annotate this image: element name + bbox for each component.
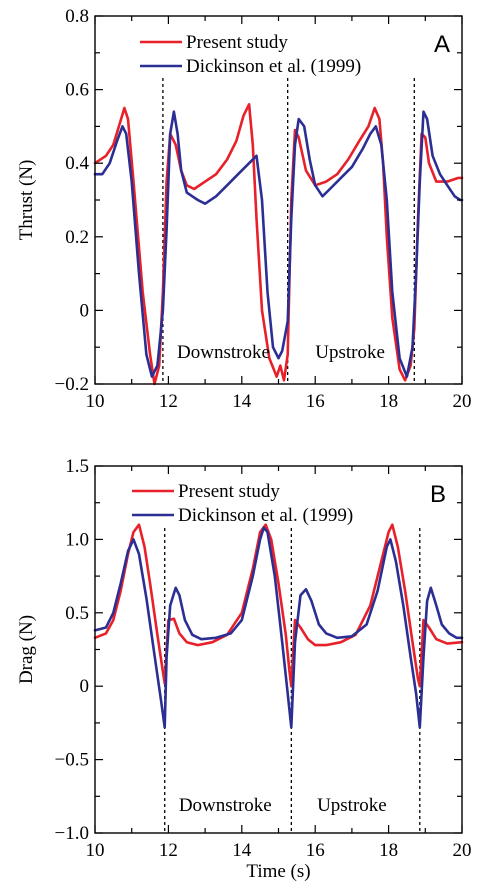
y-tick-label-a: 0.6 xyxy=(65,80,89,101)
annotation-b-0: Downstroke xyxy=(179,795,272,816)
annotation-a-1: Upstroke xyxy=(315,342,385,363)
dickinson-line-b xyxy=(93,526,464,729)
y-axis-label-a: Thrust (N) xyxy=(16,160,37,241)
legend-label-b-1: Dickinson et al. (1999) xyxy=(178,505,353,526)
x-tick-label-a: 14 xyxy=(232,391,252,412)
y-tick-label-b: 1.5 xyxy=(65,456,89,477)
y-tick-label-a: 0.4 xyxy=(65,153,89,174)
x-tick-label-b: 20 xyxy=(453,840,472,861)
panel-letter-b: B xyxy=(430,481,446,508)
x-axis-label-b: Time (s) xyxy=(246,861,310,882)
annotation-a-0: Downstroke xyxy=(177,342,270,363)
y-tick-label-b: 0.5 xyxy=(65,603,89,624)
y-tick-label-a: −0.2 xyxy=(55,374,89,395)
y-tick-label-a: 0 xyxy=(80,300,90,321)
annotation-b-1: Upstroke xyxy=(317,795,387,816)
chart-panel-a: 10 12 14 16 18 20 −0.2 0 0.2 0.4 0.6 0.8 Thrust (N) P… xyxy=(16,6,472,412)
x-tick-label-b: 12 xyxy=(159,840,178,861)
x-tick-label-a: 10 xyxy=(86,391,105,412)
legend-label-b-0: Present study xyxy=(178,481,280,502)
x-tick-label-b: 14 xyxy=(232,840,252,861)
y-axis-label-b: Drag (N) xyxy=(16,615,37,684)
y-tick-label-b: 1.0 xyxy=(65,529,89,550)
x-tick-label-a: 20 xyxy=(453,391,472,412)
x-tick-label-a: 18 xyxy=(379,391,398,412)
x-tick-label-a: 12 xyxy=(159,391,178,412)
x-tick-label-b: 18 xyxy=(379,840,398,861)
x-tick-label-b: 16 xyxy=(306,840,325,861)
legend-label-a-0: Present study xyxy=(186,32,288,53)
x-tick-label-a: 16 xyxy=(306,391,325,412)
present-study-line-a xyxy=(93,103,464,386)
y-tick-label-a: 0.8 xyxy=(65,6,89,27)
dickinson-line-a xyxy=(93,110,464,378)
y-tick-label-b: −1.0 xyxy=(55,823,89,844)
present-study-line-b xyxy=(93,523,464,688)
chart-panel-b: 10 12 14 16 18 20 −1.0 −0.5 0 0.5 1.0 1.5 Drag (N) Ti… xyxy=(16,456,472,882)
y-tick-label-b: 0 xyxy=(80,676,90,697)
y-tick-label-b: −0.5 xyxy=(55,750,89,771)
legend-label-a-1: Dickinson et al. (1999) xyxy=(186,56,361,77)
panel-letter-a: A xyxy=(434,31,450,58)
y-tick-label-a: 0.2 xyxy=(65,227,89,248)
x-tick-label-b: 10 xyxy=(86,840,105,861)
